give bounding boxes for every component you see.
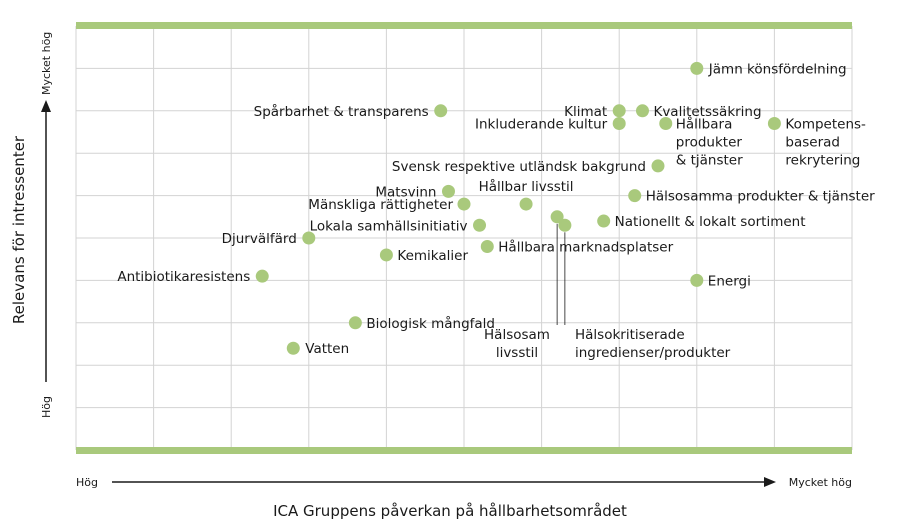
point-label-line: baserad: [785, 135, 840, 151]
point-label-line: Svensk respektive utländsk bakgrund: [392, 159, 646, 175]
y-low-label: Hög: [40, 396, 53, 418]
point-label-line: rekrytering: [785, 153, 860, 169]
point-label: Vatten: [305, 341, 349, 357]
x-low-label: Hög: [76, 476, 98, 489]
point-label: Kemikalier: [397, 248, 468, 264]
point-label-line: Hälsosam: [484, 327, 550, 343]
point-label: Hållbar livsstil: [479, 178, 574, 195]
chart-frame: [76, 22, 852, 454]
point-label-line: Hållbara: [676, 116, 733, 133]
point-label-line: Hållbar livsstil: [479, 178, 574, 195]
point-label: Antibiotikaresistens: [117, 269, 250, 285]
point-label-line: ingredienser/produkter: [575, 345, 731, 361]
point-label: Kompetens-baserad rekrytering: [785, 117, 866, 169]
bottom-accent-bar: [76, 447, 852, 454]
point-label: Jämn könsfördelning: [708, 61, 847, 77]
point-label-line: produkter: [676, 135, 743, 151]
point-label: Matsvinn: [375, 184, 436, 200]
point-label: Hållbara produkter & tjänster: [676, 116, 743, 169]
point-label-line: Kemikalier: [397, 248, 468, 264]
y-axis-title: Relevans för intressenter: [10, 135, 28, 324]
point-label-line: Jämn könsfördelning: [708, 61, 847, 77]
data-point: [651, 159, 665, 173]
data-point: [457, 197, 471, 211]
data-point: [348, 316, 362, 330]
point-label: Lokala samhällsinitiativ: [310, 218, 468, 234]
point-label-line: Inkluderande kultur: [475, 117, 608, 133]
point-label: Klimat: [564, 104, 607, 120]
point-label-line: Antibiotikaresistens: [117, 269, 250, 285]
data-point: [519, 197, 533, 211]
data-point: [612, 117, 626, 131]
data-point: [612, 104, 626, 118]
point-label-line: Kompetens-: [785, 117, 866, 133]
point-label-line: Lokala samhällsinitiativ: [310, 218, 468, 234]
data-point: [558, 218, 572, 232]
point-label-line: Nationellt & lokalt sortiment: [615, 214, 806, 230]
point-label-line: Vatten: [305, 341, 349, 357]
point-label-line: Kvalitetssäkring: [653, 104, 761, 120]
chart-grid: [75, 26, 853, 450]
point-label: Kvalitetssäkring: [653, 104, 761, 120]
data-point: [286, 341, 300, 355]
point-labels: Jämn könsfördelning Klimat Kvalitetssäkrin…: [117, 61, 875, 361]
point-label: Spårbarhet & transparens: [254, 103, 429, 120]
point-label-line: & tjänster: [676, 153, 743, 169]
point-label: Hållbara marknadsplatser: [498, 238, 673, 255]
point-label-line: Energi: [708, 273, 751, 289]
point-label-line: Mänskliga rättigheter: [308, 197, 453, 213]
point-label-line: Matsvinn: [375, 184, 436, 200]
point-label: Energi: [708, 273, 751, 289]
point-label: Nationellt & lokalt sortiment: [615, 214, 806, 230]
x-high-label: Mycket hög: [789, 476, 852, 489]
top-accent-bar: [76, 22, 852, 29]
point-label-line: Klimat: [564, 104, 607, 120]
leader-lines: [556, 223, 566, 325]
point-label: Hälsosam livsstil: [484, 327, 550, 361]
point-label: Svensk respektive utländsk bakgrund: [392, 159, 646, 175]
point-label-line: Spårbarhet & transparens: [254, 103, 429, 120]
data-point: [434, 104, 448, 118]
data-point: [628, 189, 642, 203]
data-point: [379, 248, 393, 262]
data-point: [473, 218, 487, 232]
data-point: [635, 104, 649, 118]
data-point: [659, 117, 673, 131]
data-point: [441, 184, 455, 198]
data-points: [255, 61, 781, 355]
y-axis-arrow: [41, 100, 51, 382]
y-high-label: Mycket hög: [40, 32, 53, 95]
point-label-line: Djurvälfärd: [222, 231, 297, 247]
point-label: Hälsokritiserade ingredienser/produkter: [575, 327, 731, 361]
point-label: Djurvälfärd: [222, 231, 297, 247]
point-label-line: Biologisk mångfald: [366, 315, 495, 332]
point-label: Hälsosamma produkter & tjänster: [646, 189, 875, 205]
data-point: [550, 210, 564, 224]
x-axis-title: ICA Gruppens påverkan på hållbarhetsområ…: [273, 502, 627, 520]
data-point: [690, 61, 704, 75]
point-label: Inkluderande kultur: [475, 117, 608, 133]
point-label-line: Hälsosamma produkter & tjänster: [646, 189, 875, 205]
data-point: [767, 117, 781, 131]
point-label-line: Hälsokritiserade: [575, 327, 685, 343]
point-label: Biologisk mångfald: [366, 315, 495, 332]
data-point: [480, 239, 494, 253]
data-point: [597, 214, 611, 228]
data-point: [302, 231, 316, 245]
point-label: Mänskliga rättigheter: [308, 197, 453, 213]
data-point: [255, 269, 269, 283]
x-axis-arrow: [112, 477, 776, 487]
data-point: [690, 273, 704, 287]
point-label-line: Hållbara marknadsplatser: [498, 238, 673, 255]
point-label-line: livsstil: [496, 345, 538, 361]
